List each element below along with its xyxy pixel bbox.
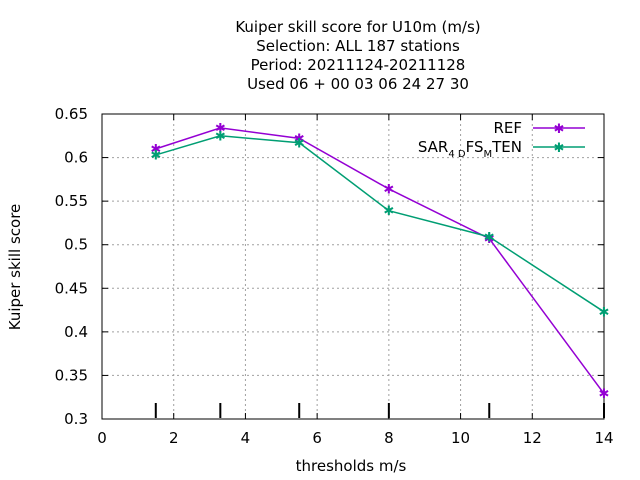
- legend-sar-sub1: 4 D: [448, 149, 466, 160]
- legend-marker-ref: ✱: [554, 122, 565, 137]
- data-point: ✱: [215, 129, 226, 144]
- legend-sar-sub2: M: [483, 149, 492, 160]
- y-tick-label: 0.55: [55, 192, 88, 210]
- x-tick-label: 4: [241, 429, 251, 447]
- title-line-2: Selection: ALL 187 stations: [256, 37, 460, 55]
- grid: [102, 114, 604, 419]
- legend-sar-end: TEN: [491, 138, 522, 156]
- data-point: ✱: [150, 148, 161, 163]
- series: ✱✱✱✱✱✱✱✱ ✱✱✱✱: [150, 121, 609, 402]
- title-line-3: Period: 20211124-20211128: [251, 56, 466, 74]
- data-point: ✱: [599, 387, 610, 402]
- data-point: ✱: [484, 232, 495, 247]
- x-tick-label: 14: [594, 429, 613, 447]
- x-axis-ticks: 0 2 4 6 8 10 12 14: [97, 114, 614, 447]
- y-axis-ticks: 0.3 0.35 0.4 0.45 0.5 0.55 0.6 0.65: [55, 105, 604, 428]
- x-axis-label: thresholds m/s: [296, 457, 407, 475]
- y-tick-label: 0.3: [64, 410, 88, 428]
- data-point: ✱: [599, 305, 610, 320]
- plot-frame: [101, 113, 605, 420]
- data-point: ✱: [383, 204, 394, 219]
- title-line-4: Used 06 + 00 03 06 24 27 30: [247, 75, 469, 93]
- y-tick-label: 0.4: [64, 323, 88, 341]
- data-point: ✱: [294, 132, 305, 147]
- legend-label-sar: SAR4 DFSMTEN: [418, 138, 522, 160]
- legend-label-ref: REF: [493, 119, 522, 137]
- x-tick-label: 10: [451, 429, 470, 447]
- x-tick-label: 6: [312, 429, 322, 447]
- y-tick-label: 0.35: [55, 366, 88, 384]
- legend-sar-base: SAR: [418, 138, 448, 156]
- series-ref: ✱✱✱✱✱✱: [150, 121, 609, 402]
- series-sar: ✱✱ ✱✱✱✱: [150, 129, 609, 320]
- legend-sar-mid: FS: [466, 138, 484, 156]
- data-point: ✱: [150, 142, 161, 157]
- data-point: ✱: [383, 182, 394, 197]
- legend-marker-sar: ✱: [554, 141, 565, 156]
- chart-title: Kuiper skill score for U10m (m/s) Select…: [235, 18, 480, 93]
- x-tick-label: 12: [523, 429, 542, 447]
- y-tick-label: 0.45: [55, 279, 88, 297]
- title-line-1: Kuiper skill score for U10m (m/s): [235, 18, 480, 36]
- x-tick-label: 2: [169, 429, 179, 447]
- data-point: ✱: [215, 121, 226, 136]
- threshold-markers: [154, 403, 605, 418]
- data-point: ✱: [484, 230, 495, 245]
- y-tick-label: 0.6: [64, 149, 88, 167]
- y-tick-label: 0.5: [64, 236, 88, 254]
- data-point: ✱: [294, 136, 305, 151]
- x-tick-label: 8: [384, 429, 394, 447]
- x-tick-label: 0: [97, 429, 107, 447]
- legend: REF ✱ SAR4 DFSMTEN ✱: [418, 119, 585, 160]
- y-axis-label: Kuiper skill score: [6, 204, 24, 331]
- series-line: [155, 135, 605, 313]
- y-tick-label: 0.65: [55, 105, 88, 123]
- series-line: [155, 127, 605, 395]
